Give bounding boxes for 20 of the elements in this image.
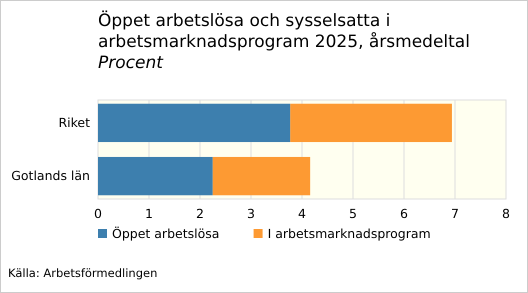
x-tick-label: 8 [502,206,510,221]
y-tick-label: Riket [58,114,90,130]
bar [290,104,452,142]
chart-subtitle: Procent [98,53,164,73]
x-tick-label: 3 [247,206,255,221]
x-tick-label: 6 [400,206,408,221]
y-tick-label: Gotlands län [11,168,90,184]
x-tick-label: 5 [349,206,357,221]
chart-title: Öppet arbetslösa och sysselsatta i arbetsmarknadsprogram 2025, årsmedeltal [98,10,470,52]
legend-label: Öppet arbetslösa [112,226,220,241]
x-tick-label: 4 [298,206,306,221]
text: Källa: Arbetsförmedlingen [8,266,158,280]
bar [212,156,310,196]
bar [98,104,290,142]
bar [98,156,213,196]
x-tick-label: 2 [196,206,204,221]
legend-label: I arbetsmarknadsprogram [268,226,431,241]
x-tick-label: 0 [94,206,102,221]
x-tick-label: 1 [145,206,153,221]
x-tick-label: 7 [451,206,459,221]
